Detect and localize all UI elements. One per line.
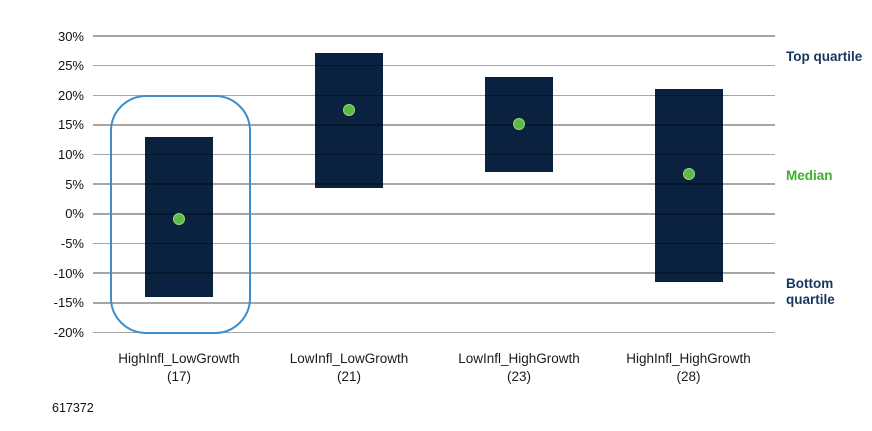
gridline [93,35,775,37]
y-axis-tick-label: 30% [57,28,84,44]
y-axis-tick-label: -5% [60,235,84,251]
y-axis-tick-label: -15% [53,295,84,311]
highlight-outline [110,95,251,334]
y-axis-tick-label: -20% [53,324,84,340]
gridline [93,302,775,304]
gridline [93,153,775,156]
y-axis-tick-label: 5% [65,176,84,192]
x-axis-category-label: HighInfl_LowGrowth (17) [94,350,264,385]
x-axis-category-label: LowInfl_LowGrowth (21) [264,350,434,385]
y-axis-tick-label: 15% [57,117,84,133]
median-dot [173,213,185,226]
gridline [93,272,775,274]
gridline [93,64,775,67]
gridline [93,213,775,215]
category-name: LowInfl_HighGrowth [458,351,580,366]
category-count: (17) [166,368,191,384]
gridline [93,242,775,245]
quartile-range-bar [654,89,723,282]
bottom-quartile-label: Bottom quartile [786,276,835,308]
gridline [93,124,775,126]
y-axis-tick-label: -10% [53,265,84,281]
median-label: Median [786,168,833,183]
category-count: (28) [676,368,701,384]
quartile-range-bar [315,53,383,188]
gridline [93,183,775,185]
x-axis-category-label: HighInfl_HighGrowth (28) [604,350,774,385]
gridline [93,331,775,334]
x-axis-category-label: LowInfl_HighGrowth (23) [434,350,604,385]
chart-id-footnote: 617372 [52,401,94,415]
category-count: (23) [506,368,531,384]
y-axis-tick-label: 10% [57,147,84,163]
median-dot [343,103,355,116]
y-axis-tick-label: 25% [57,58,84,74]
top-quartile-label: Top quartile [786,49,863,64]
median-dot [682,168,695,181]
category-count: (21) [336,368,361,384]
category-name: HighInfl_LowGrowth [118,351,240,366]
category-name: LowInfl_LowGrowth [289,351,409,366]
gridline [93,94,775,97]
y-axis-tick-label: 0% [65,206,84,222]
y-axis-tick-label: 20% [57,87,84,103]
category-name: HighInfl_HighGrowth [626,351,751,366]
median-dot [513,117,525,130]
